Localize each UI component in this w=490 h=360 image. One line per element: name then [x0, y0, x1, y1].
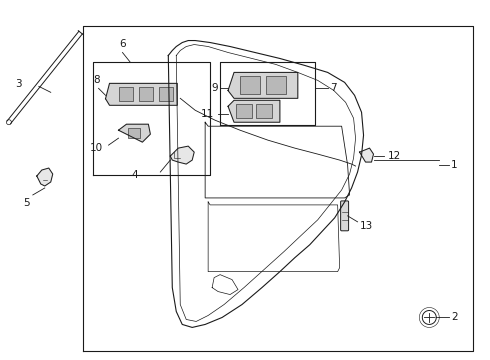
- FancyBboxPatch shape: [341, 201, 348, 231]
- Text: 13: 13: [360, 221, 373, 231]
- Bar: [128, 128, 141, 138]
- Text: 8: 8: [93, 75, 100, 85]
- Bar: [159, 87, 173, 101]
- Text: 11: 11: [201, 109, 214, 119]
- Polygon shape: [105, 84, 177, 105]
- Text: 9: 9: [212, 84, 218, 93]
- Polygon shape: [119, 124, 150, 142]
- Text: 3: 3: [16, 79, 22, 89]
- Polygon shape: [37, 168, 53, 186]
- Bar: [236, 104, 252, 118]
- Text: 6: 6: [119, 39, 126, 49]
- Text: 12: 12: [388, 151, 401, 161]
- Bar: [120, 87, 133, 101]
- Text: 1: 1: [451, 160, 458, 170]
- Text: 2: 2: [451, 312, 458, 323]
- Bar: [256, 104, 272, 118]
- Polygon shape: [228, 72, 298, 98]
- Polygon shape: [171, 146, 194, 164]
- Bar: [140, 87, 153, 101]
- Text: 10: 10: [90, 143, 102, 153]
- Polygon shape: [228, 100, 280, 122]
- Bar: [266, 76, 286, 94]
- Text: 4: 4: [132, 170, 138, 180]
- Polygon shape: [360, 148, 373, 162]
- Text: 7: 7: [330, 84, 336, 93]
- Text: 5: 5: [24, 198, 30, 208]
- Bar: [240, 76, 260, 94]
